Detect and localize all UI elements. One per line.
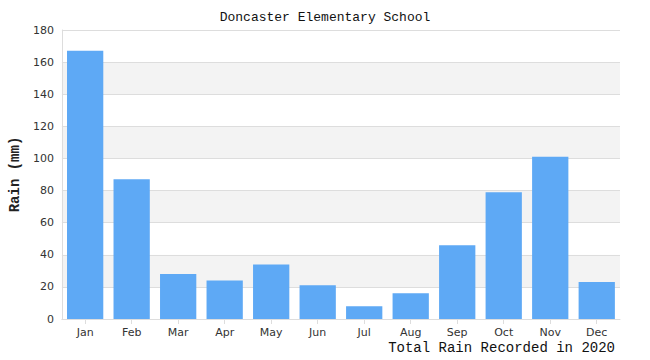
svg-text:Sep: Sep (447, 326, 468, 339)
svg-text:Rain (mm): Rain (mm) (7, 137, 23, 213)
svg-text:80: 80 (40, 184, 54, 197)
svg-text:0: 0 (47, 313, 54, 326)
svg-text:Nov: Nov (540, 326, 562, 339)
svg-text:Mar: Mar (168, 326, 189, 339)
svg-text:Aug: Aug (400, 326, 421, 339)
svg-text:60: 60 (40, 216, 54, 229)
svg-text:100: 100 (33, 152, 54, 165)
svg-text:Doncaster Elementary School: Doncaster Elementary School (220, 10, 431, 25)
svg-text:Oct: Oct (494, 326, 514, 339)
svg-text:Jun: Jun (308, 326, 326, 339)
svg-text:140: 140 (33, 88, 54, 101)
svg-text:Feb: Feb (122, 326, 141, 339)
svg-text:May: May (260, 326, 283, 339)
svg-text:180: 180 (33, 24, 54, 37)
svg-text:Jan: Jan (76, 326, 94, 339)
svg-text:Apr: Apr (215, 326, 235, 339)
svg-text:Total Rain Recorded in 2020: Total Rain Recorded in 2020 (388, 340, 615, 356)
svg-text:40: 40 (40, 248, 54, 261)
svg-text:Jul: Jul (357, 326, 371, 339)
svg-text:20: 20 (40, 280, 54, 293)
svg-text:160: 160 (33, 56, 54, 69)
svg-text:120: 120 (33, 120, 54, 133)
svg-text:Dec: Dec (586, 326, 607, 339)
